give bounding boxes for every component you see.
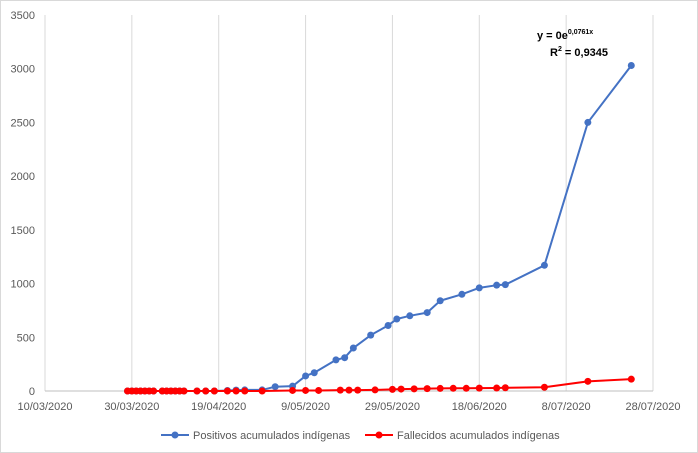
- series-1-point-24: [345, 386, 353, 394]
- x-tick-label-7: 28/07/2020: [625, 401, 680, 413]
- x-tick-label-2: 19/04/2020: [191, 401, 246, 413]
- x-tick-label-0: 10/03/2020: [17, 401, 72, 413]
- y-tick-label-4: 2000: [11, 171, 35, 183]
- series-line-0: [127, 64, 633, 392]
- series-1-point-27: [388, 385, 396, 393]
- series-0-point-22: [302, 372, 310, 380]
- trendline-equation: y = 0e0,0761x R2 = 0,9345: [537, 29, 608, 59]
- y-tick-label-2: 1000: [11, 279, 35, 291]
- series-1-point-37: [540, 383, 548, 391]
- series-1-point-12: [180, 387, 188, 395]
- series-1-point-39: [627, 375, 635, 383]
- series-1-point-26: [371, 386, 379, 394]
- series-0-point-36: [501, 281, 509, 289]
- series-0-point-39: [627, 61, 635, 69]
- series-1-point-22: [315, 386, 323, 394]
- series-1-point-33: [462, 384, 470, 392]
- series-0-point-26: [349, 344, 357, 352]
- x-tick-label-1: 30/03/2020: [104, 401, 159, 413]
- series-1-point-35: [493, 384, 501, 392]
- x-tick-label-4: 29/05/2020: [365, 401, 420, 413]
- series-0-point-38: [584, 118, 592, 126]
- x-tick-label-5: 18/06/2020: [452, 401, 507, 413]
- series-1-point-19: [258, 387, 266, 395]
- series-1-point-29: [410, 385, 418, 393]
- y-tick-labels: 0 500 1000 1500 2000 2500 3000 3500: [11, 10, 35, 398]
- y-tick-label-7: 3500: [11, 10, 35, 22]
- y-tick-label-0: 0: [29, 386, 35, 398]
- legend-label-fallecidos: Fallecidos acumulados indígenas: [397, 430, 560, 442]
- x-tick-label-3: 9/05/2020: [281, 401, 330, 413]
- x-tick-label-6: 8/07/2020: [542, 401, 591, 413]
- y-tick-label-1: 500: [17, 332, 35, 344]
- series-1-point-32: [449, 384, 457, 392]
- equation-exponent: 0,0761x: [568, 29, 593, 36]
- y-tick-label-6: 3000: [11, 64, 35, 76]
- series-layer: [124, 61, 635, 395]
- series-1-point-34: [475, 384, 483, 392]
- series-0-point-28: [384, 321, 392, 329]
- series-0-point-27: [367, 331, 375, 339]
- series-1-point-20: [289, 386, 297, 394]
- vertical-gridlines: [44, 15, 654, 391]
- series-0-point-24: [332, 356, 340, 364]
- legend-item-positivos: Positivos acumulados indígenas: [161, 430, 351, 442]
- r2-exponent: 2: [558, 46, 562, 53]
- y-tick-label-3: 1500: [11, 225, 35, 237]
- series-1-point-16: [223, 387, 231, 395]
- legend-label-positivos: Positivos acumulados indígenas: [193, 430, 351, 442]
- legend-item-fallecidos: Fallecidos acumulados indígenas: [365, 430, 560, 442]
- series-0-point-20: [271, 383, 279, 391]
- series-1-point-25: [354, 386, 362, 394]
- series-1-point-31: [436, 384, 444, 392]
- r-squared-text: R2 = 0,9345: [550, 46, 608, 59]
- series-1-point-14: [202, 387, 210, 395]
- equation-prefix: y = 0e: [537, 30, 568, 42]
- series-0-point-33: [458, 290, 466, 298]
- series-line-1: [127, 378, 632, 392]
- r2-prefix: R: [550, 47, 558, 59]
- r2-value: = 0,9345: [562, 47, 608, 59]
- series-1-point-21: [302, 386, 310, 394]
- y-tick-label-5: 2500: [11, 117, 35, 129]
- series-1-point-18: [241, 387, 249, 395]
- series-1-point-6: [150, 387, 158, 395]
- equation-text: y = 0e0,0761x: [537, 29, 593, 42]
- series-0-point-37: [540, 261, 548, 269]
- series-0-point-25: [341, 354, 349, 362]
- series-0-point-30: [406, 312, 414, 320]
- series-1: [124, 375, 635, 395]
- series-1-point-28: [397, 385, 405, 393]
- series-0: [124, 61, 635, 395]
- legend-marker-positivos: [171, 431, 179, 439]
- x-tick-labels: 10/03/2020 30/03/2020 19/04/2020 9/05/2020 2…: [17, 401, 680, 413]
- series-1-point-17: [232, 387, 240, 395]
- legend-marker-fallecidos: [375, 431, 383, 439]
- series-1-point-38: [584, 377, 592, 385]
- series-1-point-15: [210, 387, 218, 395]
- series-0-point-34: [475, 284, 483, 292]
- series-1-point-30: [423, 385, 431, 393]
- series-1-point-23: [336, 386, 344, 394]
- series-1-point-36: [501, 384, 509, 392]
- series-0-point-31: [423, 309, 431, 317]
- series-0-point-35: [493, 281, 501, 289]
- legend: Positivos acumulados indígenas Fallecido…: [161, 430, 560, 442]
- series-0-point-29: [393, 315, 401, 323]
- series-0-point-32: [436, 297, 444, 305]
- series-0-point-23: [310, 369, 318, 377]
- series-1-point-13: [193, 387, 201, 395]
